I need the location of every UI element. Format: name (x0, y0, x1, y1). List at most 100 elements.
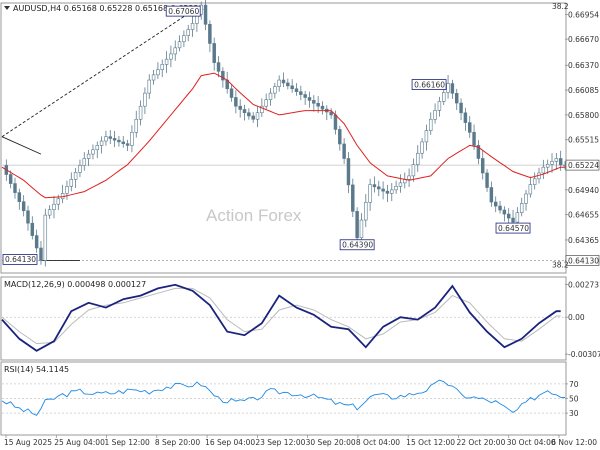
candle-body (86, 153, 91, 159)
candle-body (186, 29, 190, 36)
candle-body (277, 79, 281, 87)
candle-body (99, 140, 104, 146)
candle-body (338, 129, 342, 145)
annotation-label: 0.66160 (414, 80, 445, 89)
x-tick-label: 6 Nov 12:00 (551, 438, 597, 447)
price-annotation[interactable]: 0.64390 (339, 239, 375, 251)
bottom-right-label: 38.2 (552, 260, 569, 269)
candle-body (238, 105, 242, 110)
candle-body (545, 163, 550, 168)
candle-body (554, 158, 559, 162)
price-ytick-label: 0.65224 (568, 161, 599, 170)
price-annotation[interactable]: 0.64570 (495, 222, 531, 234)
candle-body (524, 193, 528, 204)
candle-body (498, 205, 502, 211)
symbol-dropdown-icon[interactable] (4, 6, 10, 10)
candle-body (147, 79, 151, 94)
price-ytick-label: 0.65800 (568, 111, 599, 120)
candle-body (286, 82, 290, 87)
annotation-box (165, 5, 201, 17)
candle-body (78, 165, 82, 173)
candle-body (398, 182, 403, 187)
candle-body (21, 201, 26, 212)
candle-body (407, 175, 411, 180)
candle-body (30, 222, 35, 236)
candle-body (459, 102, 463, 114)
candle-body (411, 164, 416, 177)
candle-body (177, 41, 182, 49)
trendline-0[interactable] (1, 4, 202, 138)
price-ytick-label: 0.66670 (568, 35, 599, 44)
annotation-label: 0.67060 (168, 7, 199, 16)
candle-body (203, 4, 208, 25)
rsi-ytick-label: 30 (569, 409, 579, 418)
candle-body (472, 132, 476, 146)
candle-body (182, 35, 186, 43)
rsi-ytick-label: 50 (569, 395, 579, 404)
candle-body (43, 214, 48, 261)
candle-body (532, 178, 537, 185)
rsi-line (1, 379, 566, 416)
candle-body (558, 158, 563, 166)
price-ytick-label: 0.66085 (568, 86, 599, 95)
candle-body (281, 79, 286, 84)
x-tick-label: 30 Sep 20:00 (306, 438, 356, 447)
candle-body (433, 110, 437, 120)
candle-body (381, 188, 385, 192)
candle-body (255, 112, 260, 120)
candle-body (550, 161, 554, 165)
candle-body (117, 139, 121, 143)
candle-body (95, 145, 100, 151)
candle-body (446, 83, 450, 93)
candle-body (34, 235, 39, 249)
candle-body (416, 152, 420, 165)
price-ytick-label: 0.64365 (568, 236, 599, 245)
annotation-box (411, 79, 447, 90)
x-tick-label: 15 Aug 2025 (4, 438, 52, 447)
annotation-box (495, 222, 531, 234)
x-tick-label: 16 Sep 04:00 (205, 438, 255, 447)
x-tick-label: 1 Sep 12:00 (105, 438, 151, 447)
candle-body (312, 100, 316, 104)
candle-body (333, 114, 338, 130)
price-ytick-label: 0.65515 (568, 136, 599, 145)
candle-body (424, 130, 429, 143)
candle-body (26, 210, 30, 224)
price-ytick-label: 0.64655 (568, 211, 599, 220)
candle-body (528, 184, 533, 195)
candle-body (138, 105, 143, 120)
macd-ytick-label: 0.00 (568, 313, 585, 322)
candle-body (17, 192, 22, 202)
candle-body (56, 198, 61, 205)
candle-body (91, 149, 95, 155)
price-ytick-label: 0.64940 (568, 186, 599, 195)
candle-body (364, 202, 368, 221)
macd-signal-line (1, 287, 561, 345)
symbol-info: AUDUSD,H4 0.65168 0.65228 0.65168 0.6522… (13, 4, 204, 13)
candle-body (69, 179, 74, 187)
candle-body (173, 47, 177, 55)
annotation-label: 0.64570 (498, 224, 529, 233)
trendline-1[interactable] (1, 136, 42, 155)
x-tick-label: 8 Sep 20:00 (155, 438, 201, 447)
price-annotation[interactable]: 0.67060 (165, 5, 201, 17)
price-annotation[interactable]: 0.66160 (411, 79, 447, 90)
candle-body (342, 143, 346, 159)
annotation-box (2, 254, 38, 265)
price-annotation[interactable]: 0.64130 (2, 254, 38, 265)
candle-body (143, 92, 147, 107)
candle-body (121, 141, 125, 144)
candle-body (112, 138, 117, 141)
candle-body (104, 136, 108, 142)
candle-body (52, 203, 56, 210)
candle-body (320, 105, 325, 110)
candle-body (247, 112, 251, 117)
candle-body (377, 186, 381, 190)
bottom-level-box (565, 255, 600, 266)
x-tick-label: 22 Oct 20:00 (456, 438, 505, 447)
x-tick-label: 8 Oct 04:00 (356, 438, 400, 447)
candle-body (13, 183, 17, 193)
candle-body (190, 23, 195, 30)
annotation-box (339, 239, 375, 251)
